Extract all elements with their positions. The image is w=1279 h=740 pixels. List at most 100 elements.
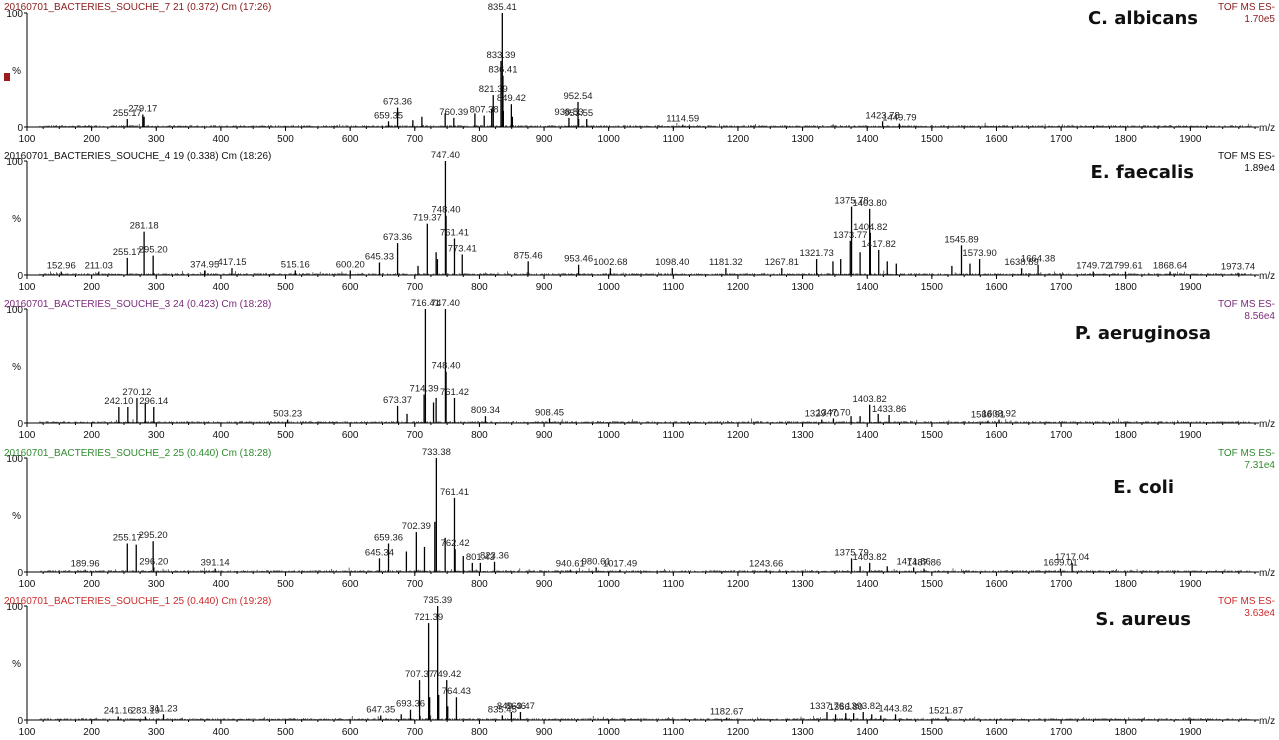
peak-label: 295.20 [139,245,168,256]
peak-label: 1243.66 [749,559,783,570]
peak-label: 659.36 [374,533,403,544]
x-tick-label: 1800 [1115,282,1138,293]
peak-label: 645.33 [365,251,394,262]
peak-label: 747.40 [431,298,460,309]
peak-label: 702.39 [402,521,431,532]
x-tick-label: 800 [471,134,488,145]
x-tick-label: 700 [406,134,423,145]
x-tick-label: 1700 [1050,282,1073,293]
peak-label: 1366.80 [829,702,863,713]
peak-label: 1749.72 [1076,261,1110,272]
x-tick-label: 1000 [598,430,621,441]
peak-label: 515.16 [281,259,310,270]
peak-label: 764.43 [442,686,471,697]
x-tick-label: 600 [342,727,359,738]
y-tick-label: 0 [17,419,23,430]
x-tick-label: 1200 [727,134,750,145]
x-tick-label: 1900 [1179,727,1202,738]
peak-label: 255.17 [113,247,142,258]
x-tick-label: 500 [277,727,294,738]
peak-label: 735.39 [423,595,452,606]
peak-label: 1373.77 [833,230,867,241]
x-tick-label: 700 [406,579,423,590]
x-tick-label: 1100 [663,134,685,145]
peak-label: 1664.38 [1021,254,1055,265]
x-tick-label: 600 [342,134,359,145]
peak-label: 1586.91 [971,410,1005,421]
x-tick-label: 200 [83,282,100,293]
peak-label: 673.37 [383,395,412,406]
scan-mode: TOF MS ES- [1218,448,1275,459]
x-tick-label: 1200 [727,282,750,293]
x-tick-label: 1300 [791,430,814,441]
x-tick-label: 1000 [598,727,621,738]
peak-label: 152.96 [47,261,76,272]
panel-title: 20160701_BACTERIES_SOUCHE_7 21 (0.372) C… [4,2,271,13]
x-tick-label: 1800 [1115,134,1138,145]
spectrum-panel: 20160701_BACTERIES_SOUCHE_7 21 (0.372) C… [4,2,1275,145]
peak-label: 1321.73 [799,248,833,259]
peak-label: 835.45 [488,704,517,715]
peak-label: 749.42 [432,669,461,680]
peak-label: 807.38 [470,105,499,116]
peak-label: 836.41 [488,65,517,76]
peak-label: 762.42 [441,538,470,549]
x-tick-label: 1400 [856,282,879,293]
peak-label: 1471.86 [896,556,930,567]
peak-label: 189.96 [71,559,100,570]
peak-label: 296.20 [139,556,168,567]
x-tick-label: 1600 [985,282,1008,293]
x-axis-label: m/z [1259,419,1275,430]
x-tick-label: 400 [213,134,230,145]
peak-label: 952.54 [563,91,592,102]
peak-label: 1114.59 [666,114,699,125]
peak-label: 1329.70 [805,409,839,420]
x-tick-label: 100 [19,134,36,145]
organism-label: S. aureus [1095,609,1191,630]
x-tick-label: 400 [213,282,230,293]
peak-label: 1375.78 [834,196,868,207]
x-axis-label: m/z [1259,716,1275,727]
x-tick-label: 1500 [921,727,944,738]
peak-label: 242.10 [104,396,133,407]
peak-label: 719.37 [413,213,442,224]
x-tick-label: 1400 [856,430,879,441]
peak-label: 1417.82 [862,239,896,250]
peak-label: 760.39 [439,107,468,118]
peak-label: 716.41 [411,298,440,309]
peak-label: 761.41 [440,228,469,239]
peak-label: 1603.92 [982,409,1016,420]
x-tick-label: 200 [83,134,100,145]
peak-label: 1375.79 [834,547,868,558]
peak-label: 821.39 [479,84,508,95]
x-tick-label: 600 [342,430,359,441]
x-tick-label: 1300 [791,282,814,293]
x-tick-label: 900 [536,282,553,293]
intensity-scale: 7.31e4 [1244,460,1275,471]
x-tick-label: 500 [277,579,294,590]
peak-label: 707.37 [405,669,434,680]
peak-label: 721.39 [414,612,443,623]
x-tick-label: 900 [536,430,553,441]
x-tick-label: 1100 [663,579,685,590]
peak-label: 1337.76 [810,701,844,712]
y-tick-label: 100 [6,454,23,465]
peak-label: 1868.64 [1153,261,1187,272]
x-tick-label: 300 [148,727,165,738]
scan-mode: TOF MS ES- [1218,2,1275,13]
organism-label: P. aeruginosa [1075,323,1211,344]
peak-label: 1973.74 [1221,262,1255,273]
x-tick-label: 200 [83,727,100,738]
x-tick-label: 1000 [598,579,621,590]
peak-label: 1545.89 [944,234,978,245]
peak-label: 311.23 [149,703,177,714]
peak-label: 1449.79 [882,113,916,124]
peak-label: 1393.82 [846,701,880,712]
baseline-noise [39,418,1252,423]
x-tick-label: 700 [406,430,423,441]
x-axis-label: m/z [1259,568,1275,579]
peak-label: 503.23 [273,409,302,420]
peak-label: 835.41 [488,2,517,13]
peak-label: 283.19 [131,706,160,717]
y-tick-label: 100 [6,157,23,168]
